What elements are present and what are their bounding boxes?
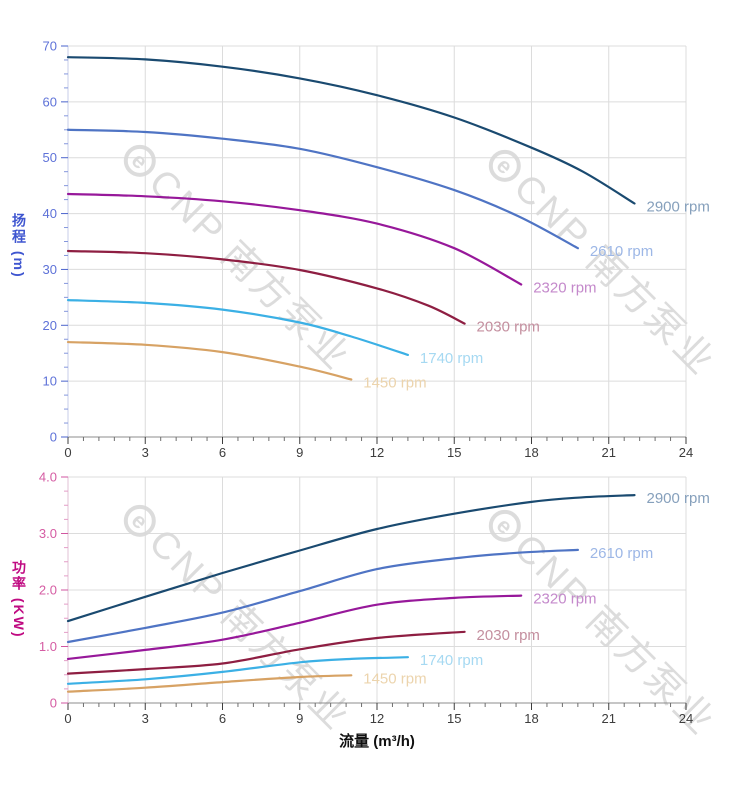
y-tick-label: 4.0 [39, 470, 57, 485]
cnp-logo-watermark-icon [123, 504, 156, 537]
x-tick-label: 12 [370, 711, 384, 726]
x-tick-label: 3 [142, 711, 149, 726]
curve-label-1740-rpm: 1740 rpm [420, 652, 483, 669]
curve-label-2030-rpm: 2030 rpm [477, 627, 540, 644]
curve-1450-rpm [66, 674, 353, 693]
flow-axis-title: 流量 (m³/h) [339, 733, 415, 750]
y-tick-label: 1.0 [39, 639, 57, 654]
y-tick-label: 50 [43, 150, 57, 165]
x-tick-label: 21 [602, 711, 616, 726]
curve-label-2610-rpm: 2610 rpm [590, 545, 653, 562]
curve-1450-rpm [66, 340, 353, 381]
x-tick-label: 12 [370, 445, 384, 460]
curve-2030-rpm [66, 630, 466, 675]
cnp-logo-watermark-icon [488, 509, 521, 542]
curve-2610-rpm [66, 548, 579, 644]
curve-2900-rpm [66, 494, 636, 623]
watermark-text: CNP 南方泵业 [141, 522, 359, 740]
y-tick-label: 2.0 [39, 583, 57, 598]
y-tick-label: 60 [43, 94, 57, 109]
y-tick-label: 10 [43, 374, 57, 389]
curve-2320-rpm [66, 192, 523, 286]
curve-2610-rpm [66, 128, 579, 250]
curve-2030-rpm [66, 249, 466, 325]
curve-2900-rpm [66, 56, 636, 205]
x-tick-label: 18 [524, 711, 538, 726]
curve-label-2030-rpm: 2030 rpm [477, 319, 540, 336]
y-tick-label: 0 [50, 430, 57, 445]
x-tick-label: 15 [447, 445, 461, 460]
power-axis-title: 功率 (KW) [11, 560, 27, 639]
curve-label-2900-rpm: 2900 rpm [647, 490, 710, 507]
curve-label-2900-rpm: 2900 rpm [647, 199, 710, 216]
curve-label-1450-rpm: 1450 rpm [363, 670, 426, 687]
x-tick-label: 15 [447, 711, 461, 726]
x-tick-label: 0 [64, 445, 71, 460]
curve-label-1740-rpm: 1740 rpm [420, 350, 483, 367]
cnp-logo-watermark-icon [488, 149, 521, 182]
curve-label-2320-rpm: 2320 rpm [533, 280, 596, 297]
x-tick-label: 9 [296, 445, 303, 460]
x-tick-label: 21 [602, 445, 616, 460]
x-tick-label: 6 [219, 445, 226, 460]
x-tick-label: 24 [679, 445, 693, 460]
y-tick-label: 70 [43, 39, 57, 54]
x-tick-label: 18 [524, 445, 538, 460]
curve-1740-rpm [66, 656, 409, 685]
curve-1740-rpm [66, 299, 409, 356]
curve-2320-rpm [66, 594, 523, 661]
x-tick-label: 3 [142, 445, 149, 460]
curve-label-2320-rpm: 2320 rpm [533, 591, 596, 608]
y-tick-label: 40 [43, 206, 57, 221]
x-tick-label: 0 [64, 711, 71, 726]
curve-label-2610-rpm: 2610 rpm [590, 243, 653, 260]
x-tick-label: 6 [219, 711, 226, 726]
curve-label-1450-rpm: 1450 rpm [363, 374, 426, 391]
cnp-logo-watermark-icon [123, 144, 156, 177]
x-tick-label: 24 [679, 711, 693, 726]
y-tick-label: 3.0 [39, 526, 57, 541]
head-axis-title: 扬程 (m) [11, 213, 27, 279]
y-tick-label: 30 [43, 262, 57, 277]
y-tick-label: 20 [43, 318, 57, 333]
x-tick-label: 9 [296, 711, 303, 726]
y-tick-label: 0 [50, 696, 57, 711]
